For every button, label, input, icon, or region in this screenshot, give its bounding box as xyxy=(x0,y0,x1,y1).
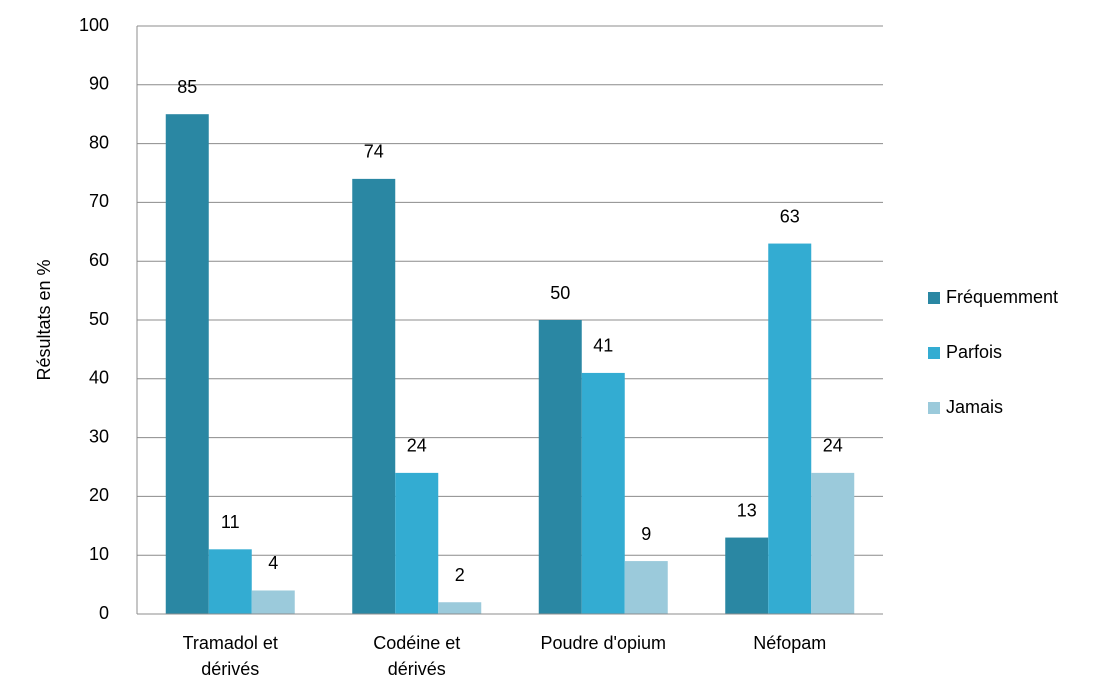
y-axis-label: Résultats en % xyxy=(34,259,54,380)
y-tick-label: 80 xyxy=(89,132,109,152)
value-label: 2 xyxy=(455,565,465,585)
legend-swatch xyxy=(928,347,940,359)
value-label: 41 xyxy=(593,336,613,356)
bar xyxy=(352,178,396,614)
y-tick-label: 0 xyxy=(99,603,109,623)
y-tick-label: 30 xyxy=(89,426,109,446)
value-label: 24 xyxy=(407,436,427,456)
value-label: 13 xyxy=(737,500,757,520)
bar xyxy=(624,561,668,614)
x-tick-label: Codéine et dérivés xyxy=(373,633,461,679)
value-label: 11 xyxy=(221,512,240,532)
value-label: 4 xyxy=(268,553,278,573)
legend-label: Jamais xyxy=(946,397,1003,417)
y-tick-label: 10 xyxy=(89,544,109,564)
legend-swatch xyxy=(928,292,940,304)
bar xyxy=(208,549,252,614)
bar xyxy=(581,372,625,614)
value-label: 63 xyxy=(780,206,800,226)
value-label: 9 xyxy=(641,524,651,544)
value-label: 24 xyxy=(823,436,843,456)
bar xyxy=(538,320,582,614)
value-label: 74 xyxy=(364,142,384,162)
legend-swatch xyxy=(928,402,940,414)
y-tick-label: 50 xyxy=(89,309,109,329)
y-tick-label: 70 xyxy=(89,191,109,211)
y-tick-label: 90 xyxy=(89,74,109,94)
y-tick-label: 100 xyxy=(79,15,109,35)
legend-label: Fréquemment xyxy=(946,287,1058,307)
bar xyxy=(725,537,769,614)
x-tick-label: Tramadol et dérivés xyxy=(182,633,278,679)
legend-label: Parfois xyxy=(946,342,1002,362)
bar xyxy=(251,590,295,614)
x-tick-label: Néfopam xyxy=(753,633,827,653)
bar xyxy=(165,114,209,614)
bar xyxy=(438,602,482,614)
bar xyxy=(395,472,439,614)
value-label: 85 xyxy=(177,77,197,97)
bar xyxy=(811,472,855,614)
value-label: 50 xyxy=(550,283,570,303)
y-tick-label: 20 xyxy=(89,485,109,505)
x-tick-label: Poudre d'opium xyxy=(540,633,667,653)
bar xyxy=(768,243,812,614)
y-tick-label: 40 xyxy=(89,368,109,388)
y-tick-label: 60 xyxy=(89,250,109,270)
